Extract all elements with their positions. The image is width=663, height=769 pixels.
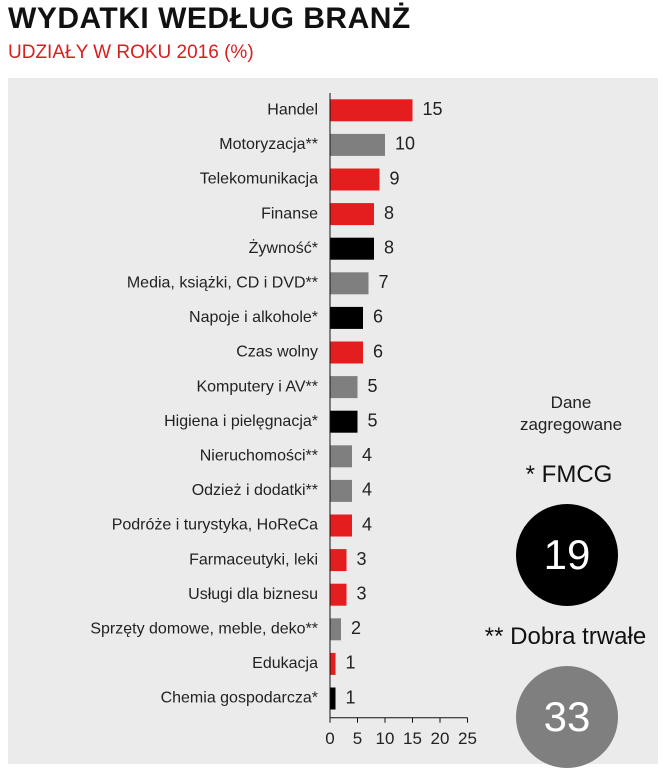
bar — [330, 306, 363, 329]
aggregated-data-heading: Dane zagregowane — [501, 392, 641, 436]
bar — [330, 445, 352, 468]
chart-subtitle: UDZIAŁY W ROKU 2016 (%) — [8, 42, 254, 63]
bar-value-label: 8 — [384, 203, 394, 223]
bar — [330, 341, 363, 364]
durable-goods-total-circle: 33 — [516, 666, 618, 768]
bar-value-label: 15 — [423, 99, 443, 119]
bar-value-label: 4 — [362, 445, 372, 465]
category-label: Media, książki, CD i DVD** — [127, 275, 318, 292]
bar — [330, 99, 413, 122]
bar-value-label: 2 — [351, 618, 361, 638]
fmcg-label: * FMCG — [525, 461, 613, 488]
x-tick-label: 0 — [325, 729, 334, 748]
bar — [330, 514, 352, 537]
x-tick-label: 25 — [458, 729, 477, 748]
bar-value-label: 3 — [357, 549, 367, 569]
x-tick-label: 15 — [403, 729, 422, 748]
bar — [330, 618, 341, 641]
category-label: Nieruchomości** — [200, 448, 318, 465]
bar — [330, 549, 347, 572]
x-tick-label: 20 — [431, 729, 450, 748]
category-label: Telekomunikacja — [200, 171, 318, 188]
bar — [330, 583, 347, 606]
category-label: Czas wolny — [236, 344, 318, 361]
bar-value-label: 4 — [362, 480, 372, 500]
bar — [330, 652, 336, 675]
bar-value-label: 6 — [373, 307, 383, 327]
category-label: Chemia gospodarcza* — [161, 690, 318, 707]
bar — [330, 376, 358, 399]
aggregated-heading-line: zagregowane — [519, 415, 623, 434]
bar-value-label: 1 — [346, 687, 356, 707]
chart-title: WYDATKI WEDŁUG BRANŻ — [8, 2, 411, 35]
bar-value-label: 4 — [362, 514, 372, 534]
bar — [330, 168, 380, 191]
category-label: Farmaceutyki, leki — [189, 551, 318, 568]
category-label: Odzież i dodatki** — [192, 482, 318, 499]
category-label: Żywność* — [249, 238, 318, 257]
bar-value-label: 5 — [368, 410, 378, 430]
category-label: Edukacja — [252, 655, 318, 672]
x-tick-label: 10 — [376, 729, 395, 748]
aggregated-heading-line: Dane — [550, 393, 592, 412]
bar — [330, 410, 358, 433]
category-label: Komputery i AV** — [196, 378, 318, 395]
bar-value-label: 10 — [395, 134, 415, 154]
category-label: Usługi dla biznesu — [188, 586, 318, 603]
bar — [330, 479, 352, 502]
category-label: Higiena i pielęgnacja* — [164, 413, 318, 430]
category-label: Motoryzacja** — [219, 136, 318, 153]
bar-value-label: 3 — [357, 583, 367, 603]
bar — [330, 687, 336, 710]
fmcg-total-circle: 19 — [516, 504, 618, 606]
durable-goods-label: ** Dobra trwałe — [484, 623, 647, 650]
x-tick-label: 5 — [353, 729, 362, 748]
bar — [330, 203, 374, 226]
bar — [330, 133, 385, 156]
category-label: Handel — [267, 102, 318, 119]
bar-value-label: 6 — [373, 341, 383, 361]
category-label: Napoje i alkohole* — [189, 309, 318, 326]
bar-value-label: 1 — [346, 653, 356, 673]
category-label: Finanse — [261, 205, 318, 222]
bar — [330, 237, 374, 260]
bar-value-label: 8 — [384, 237, 394, 257]
bar-value-label: 5 — [368, 376, 378, 396]
bar-value-label: 9 — [390, 168, 400, 188]
category-label: Sprzęty domowe, meble, deko** — [90, 621, 318, 638]
bar — [330, 272, 369, 295]
bar-value-label: 7 — [379, 272, 389, 292]
chart-panel: Handel 15 Motoryzacja** 10 Telekomunikacja 9 F… — [8, 78, 658, 768]
category-label: Podróże i turystyka, HoReCa — [112, 517, 318, 534]
